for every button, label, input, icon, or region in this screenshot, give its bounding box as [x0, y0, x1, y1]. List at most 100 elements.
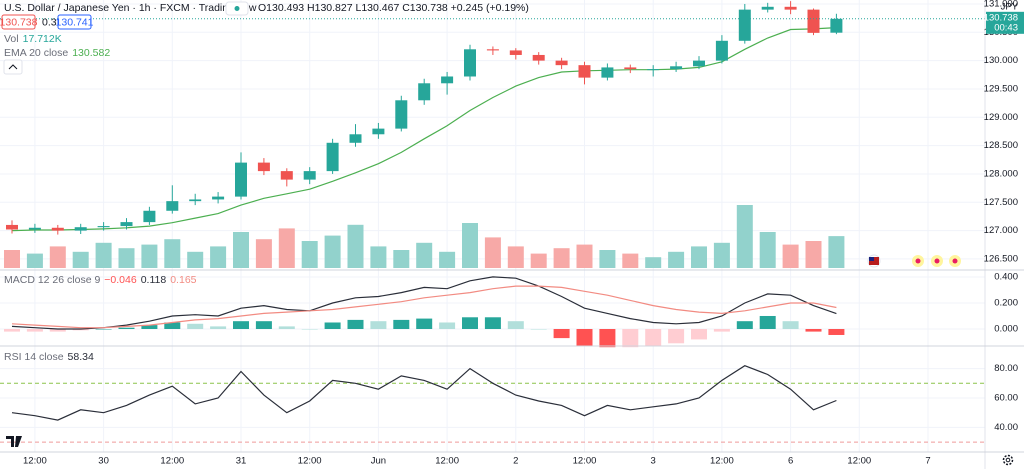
candle-body	[761, 6, 774, 10]
volume-bar	[210, 246, 227, 268]
volume-bar	[645, 257, 662, 268]
x-tick-label: 31	[236, 456, 247, 467]
macd-histogram-bar	[530, 328, 547, 330]
y-tick-label: 127.500	[984, 197, 1018, 208]
rsi-last: 58.34	[68, 351, 94, 363]
visibility-toggle[interactable]	[225, 1, 249, 16]
volume-bar	[462, 223, 478, 268]
volume-bar	[507, 246, 524, 268]
macd-hist-last: −0.046	[104, 274, 137, 286]
candle-body	[97, 226, 110, 228]
buy-box[interactable]	[57, 14, 92, 30]
last-price-label: 130.738	[984, 12, 1018, 23]
x-tick-label: 6	[788, 456, 793, 467]
tradingview-logo[interactable]	[6, 436, 22, 447]
rsi-line	[11, 365, 837, 421]
macd-histogram-bar	[507, 321, 524, 329]
candle-body	[555, 60, 568, 66]
sell-price[interactable]: 130.738	[0, 16, 38, 28]
candle-body	[738, 9, 751, 41]
macd-histogram-bar	[72, 328, 89, 331]
candle-body	[51, 227, 64, 231]
candle-body	[235, 162, 247, 197]
macd-histogram-bar	[622, 328, 639, 348]
x-tick-label: 12:00	[847, 456, 871, 467]
y-tick-label: 80.00	[994, 363, 1018, 374]
ema-name: EMA 20 close	[4, 47, 68, 59]
settings-button[interactable]	[1002, 454, 1014, 466]
macd-histogram-bar	[255, 321, 272, 329]
buy-price[interactable]: 130.741	[56, 16, 94, 28]
candle-body	[578, 65, 591, 78]
macd-histogram-bar	[599, 328, 616, 348]
volume-bar	[691, 246, 707, 268]
volume-bar	[187, 251, 204, 268]
volume-bar	[118, 248, 135, 268]
candle-body	[28, 227, 41, 230]
collapse-legend-button[interactable]	[3, 59, 23, 75]
candle-body	[372, 128, 385, 135]
volume-bar	[4, 250, 20, 268]
ema-last: 130.582	[72, 47, 110, 59]
y-tick-label: 40.00	[994, 422, 1018, 433]
candle-body	[693, 60, 705, 67]
macd-histogram-bar	[164, 322, 181, 329]
volume-bar	[95, 242, 112, 268]
macd-histogram-bar	[324, 322, 341, 329]
macd-histogram-bar	[805, 328, 822, 332]
candle-body	[601, 67, 614, 78]
macd-histogram-bar	[668, 328, 685, 344]
macd-histogram-bar	[691, 328, 707, 340]
spread: 0.3	[42, 16, 57, 28]
macd-histogram-bar	[233, 321, 249, 329]
candle-body	[441, 76, 454, 84]
macd-histogram-bar	[141, 325, 158, 329]
volume-bar	[324, 235, 341, 268]
y-tick-label: 0.000	[994, 324, 1018, 335]
sell-box[interactable]	[1, 14, 36, 30]
candle-body	[6, 224, 18, 230]
y-tick-label: 129.500	[984, 83, 1018, 94]
y-tick-label: 0.200	[994, 297, 1018, 308]
volume-bar	[347, 224, 364, 268]
candle-body	[349, 134, 362, 143]
macd-histogram-bar	[95, 328, 112, 330]
signal-line	[11, 285, 837, 329]
y-tick-label: 131.000	[984, 0, 1018, 9]
volume-bar	[416, 242, 433, 268]
macd-histogram-bar	[553, 328, 570, 339]
candle-body	[189, 199, 202, 202]
macd-histogram-bar	[828, 328, 845, 335]
symbol-title: U.S. Dollar / Japanese Yen · 1h · FXCM ·…	[4, 2, 257, 14]
macd-histogram-bar	[462, 317, 478, 329]
candle-body	[807, 9, 820, 33]
volume-bar	[736, 205, 753, 268]
macd-histogram-bar	[4, 328, 20, 332]
event-icons[interactable]	[867, 254, 961, 268]
candle-body	[715, 40, 728, 61]
volume-bar	[576, 244, 593, 268]
volume-bar	[278, 228, 295, 268]
volume-bar	[530, 253, 547, 268]
macd-last: 0.118	[141, 274, 167, 286]
macd-histogram-bar	[26, 328, 43, 332]
macd-histogram-bar	[49, 328, 66, 332]
volume-bar	[439, 251, 456, 268]
macd-histogram-bar	[301, 328, 318, 330]
candle-body	[326, 142, 339, 172]
x-tick-label: 12:00	[298, 456, 322, 467]
macd-histogram-bar	[416, 318, 433, 329]
x-tick-label: 12:00	[435, 456, 459, 467]
macd-histogram-bar	[439, 322, 456, 329]
volume-bar	[828, 236, 845, 268]
x-tick-label: Jun	[371, 456, 386, 467]
x-tick-label: 12:00	[573, 456, 597, 467]
volume-bar	[599, 250, 616, 268]
y-tick-label: 0.400	[994, 271, 1018, 282]
volume-bar	[255, 239, 272, 268]
candle-body	[532, 54, 545, 61]
plot-layers: 12:00 30 12:00 31 12:00 Jun 12:00 2 12:00 3 12:00 6…	[0, 0, 985, 467]
macd-histogram-bar	[645, 328, 662, 346]
